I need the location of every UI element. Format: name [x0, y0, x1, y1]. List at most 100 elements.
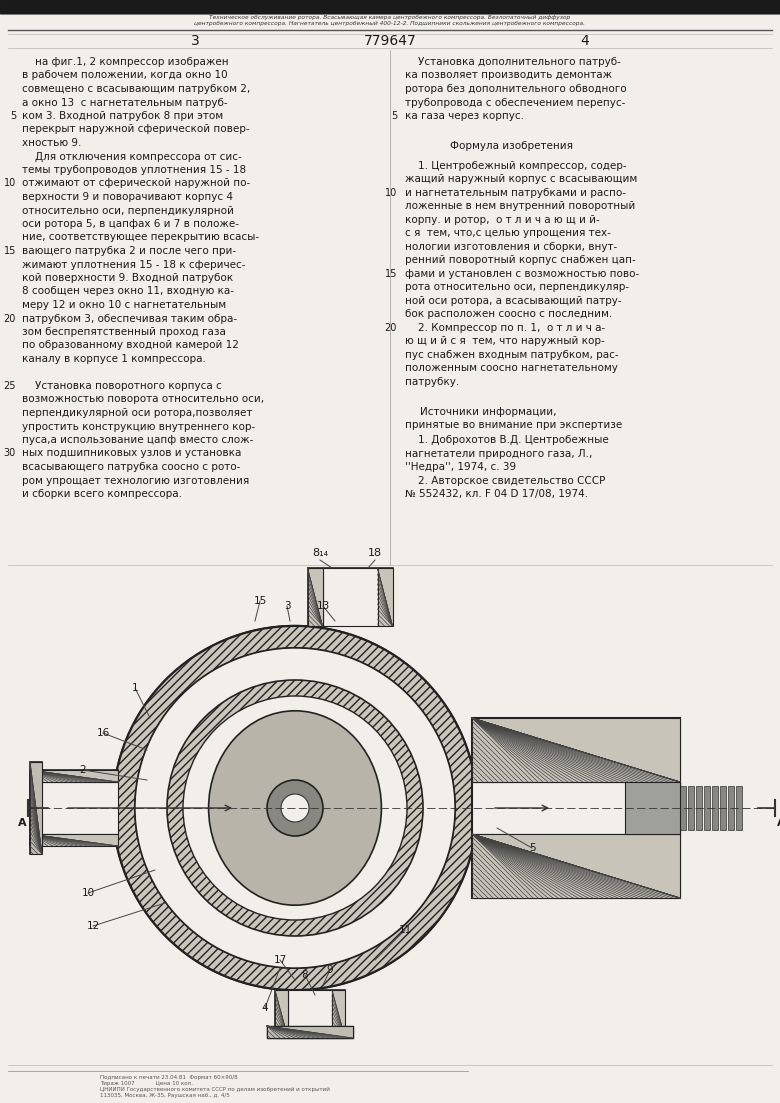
Text: ротора без дополнительного обводного: ротора без дополнительного обводного — [405, 84, 626, 94]
Text: 2: 2 — [80, 765, 87, 775]
Text: 20: 20 — [4, 313, 16, 323]
Bar — [30, 770, 118, 782]
Bar — [736, 786, 742, 829]
Text: темы трубопроводов уплотнения 15 - 18: темы трубопроводов уплотнения 15 - 18 — [22, 165, 246, 175]
Text: 4: 4 — [580, 34, 590, 49]
Bar — [307, 568, 322, 627]
Text: и нагнетательным патрубками и распо-: и нагнетательным патрубками и распо- — [405, 188, 626, 197]
Text: 5: 5 — [391, 111, 397, 121]
Bar — [288, 990, 332, 1038]
Text: зом беспрепятственный проход газа: зом беспрепятственный проход газа — [22, 326, 226, 338]
Bar — [625, 782, 680, 834]
Text: ренний поворотный корпус снабжен цап-: ренний поворотный корпус снабжен цап- — [405, 256, 636, 266]
Text: рота относительно оси, перпендикуляр-: рота относительно оси, перпендикуляр- — [405, 282, 629, 292]
Text: оси ротора 5, в цапфах 6 и 7 в положе-: оси ротора 5, в цапфах 6 и 7 в положе- — [22, 219, 239, 229]
Text: 8₁₄: 8₁₄ — [312, 548, 328, 558]
Bar — [275, 990, 288, 1038]
Text: упростить конструкцию внутреннего кор-: упростить конструкцию внутреннего кор- — [22, 421, 255, 431]
Bar — [30, 782, 118, 834]
Text: 8: 8 — [302, 970, 308, 979]
Bar — [680, 786, 686, 829]
Text: возможностью поворота относительно оси,: возможностью поворота относительно оси, — [22, 395, 264, 405]
Text: на фиг.1, 2 компрессор изображен: на фиг.1, 2 компрессор изображен — [22, 57, 229, 67]
Text: 10: 10 — [385, 188, 397, 197]
Text: 20: 20 — [385, 323, 397, 333]
Text: 15: 15 — [254, 596, 267, 606]
Text: нологии изготовления и сборки, внут-: нологии изготовления и сборки, внут- — [405, 242, 617, 251]
Text: пус снабжен входным патрубком, рас-: пус снабжен входным патрубком, рас- — [405, 350, 619, 360]
Bar — [472, 834, 680, 898]
Text: 18: 18 — [368, 548, 382, 558]
Text: центробежного компрессора. Нагнетатель центробежный 400-12-2. Подшипники скольже: центробежного компрессора. Нагнетатель ц… — [194, 21, 586, 26]
Text: 2. Авторское свидетельство СССР: 2. Авторское свидетельство СССР — [405, 475, 605, 485]
Text: кой поверхности 9. Входной патрубок: кой поверхности 9. Входной патрубок — [22, 274, 233, 283]
Bar — [30, 762, 42, 854]
Text: 15: 15 — [385, 269, 397, 279]
Bar — [30, 770, 118, 846]
Text: ЦНИИПИ Государственного комитета СССР по делам изобретений и открытий: ЦНИИПИ Государственного комитета СССР по… — [100, 1086, 330, 1092]
Text: Фиг.1: Фиг.1 — [307, 1021, 344, 1035]
Text: корпу. и ротор,  о т л и ч а ю щ и й-: корпу. и ротор, о т л и ч а ю щ и й- — [405, 215, 600, 225]
Circle shape — [183, 696, 407, 920]
Text: вающего патрубка 2 и после чего при-: вающего патрубка 2 и после чего при- — [22, 246, 236, 256]
Ellipse shape — [208, 710, 381, 906]
Text: патрубком 3, обеспечивая таким обра-: патрубком 3, обеспечивая таким обра- — [22, 313, 237, 323]
Text: 13: 13 — [317, 601, 330, 611]
Text: Источники информации,: Источники информации, — [420, 407, 556, 417]
Text: трубопровода с обеспечением перепус-: трубопровода с обеспечением перепус- — [405, 97, 626, 107]
Text: Для отключения компрессора от сис-: Для отключения компрессора от сис- — [22, 151, 242, 161]
Text: 5: 5 — [529, 843, 535, 853]
Text: Установка поворотного корпуса с: Установка поворотного корпуса с — [22, 381, 222, 390]
Bar — [267, 1026, 353, 1038]
Text: ложенные в нем внутренний поворотный: ложенные в нем внутренний поворотный — [405, 202, 635, 212]
Text: ка газа через корпус.: ка газа через корпус. — [405, 111, 524, 121]
Text: 10: 10 — [4, 179, 16, 189]
Text: 779647: 779647 — [363, 34, 417, 49]
Text: № 552432, кл. F 04 D 17/08, 1974.: № 552432, кл. F 04 D 17/08, 1974. — [405, 489, 588, 499]
Text: ''Недра'', 1974, с. 39: ''Недра'', 1974, с. 39 — [405, 462, 516, 472]
Circle shape — [267, 780, 323, 836]
Text: всасывающего патрубка соосно с рото-: всасывающего патрубка соосно с рото- — [22, 462, 240, 472]
Text: Установка дополнительного патруб-: Установка дополнительного патруб- — [405, 57, 621, 67]
Text: в рабочем положении, когда окно 10: в рабочем положении, когда окно 10 — [22, 71, 228, 81]
Circle shape — [167, 681, 423, 936]
Text: Формула изобретения: Формула изобретения — [450, 141, 573, 151]
Wedge shape — [113, 627, 477, 990]
Text: 3: 3 — [190, 34, 200, 49]
Text: 11: 11 — [399, 925, 412, 935]
Circle shape — [281, 794, 309, 822]
Text: пуса,а использование цапф вместо слож-: пуса,а использование цапф вместо слож- — [22, 435, 254, 445]
Text: 9: 9 — [327, 965, 333, 975]
Text: меру 12 и окно 10 с нагнетательным: меру 12 и окно 10 с нагнетательным — [22, 300, 226, 310]
Text: 17: 17 — [273, 955, 286, 965]
Text: а окно 13  с нагнетательным патруб-: а окно 13 с нагнетательным патруб- — [22, 97, 228, 107]
Text: относительно оси, перпендикулярной: относительно оси, перпендикулярной — [22, 205, 234, 215]
Text: перекрыт наружной сферической повер-: перекрыт наружной сферической повер- — [22, 125, 250, 135]
Bar — [322, 568, 378, 627]
Text: фами и установлен с возможностью пово-: фами и установлен с возможностью пово- — [405, 269, 640, 279]
Bar — [332, 990, 345, 1038]
Bar — [712, 786, 718, 829]
Text: совмещено с всасывающим патрубком 2,: совмещено с всасывающим патрубком 2, — [22, 84, 250, 94]
Text: 8 сообщен через окно 11, входную ка-: 8 сообщен через окно 11, входную ка- — [22, 287, 234, 297]
Text: Техническое обслуживание ротора. Всасывающая камера центробежного компрессора. Б: Техническое обслуживание ротора. Всасыва… — [209, 15, 571, 21]
Bar — [30, 762, 42, 854]
Text: ю щ и й с я  тем, что наружный кор-: ю щ и й с я тем, что наружный кор- — [405, 336, 604, 346]
Text: 25: 25 — [3, 381, 16, 390]
Text: отжимают от сферической наружной по-: отжимают от сферической наружной по- — [22, 179, 250, 189]
Bar — [0, 0, 780, 13]
Text: ка позволяет производить демонтаж: ка позволяет производить демонтаж — [405, 71, 612, 81]
Text: жащий наружный корпус с всасывающим: жащий наружный корпус с всасывающим — [405, 174, 637, 184]
Text: жимают уплотнения 15 - 18 к сферичес-: жимают уплотнения 15 - 18 к сферичес- — [22, 259, 246, 269]
Text: положенным соосно нагнетательному: положенным соосно нагнетательному — [405, 364, 618, 374]
Text: 5: 5 — [9, 111, 16, 121]
Text: 3: 3 — [284, 601, 290, 611]
Text: ной оси ротора, а всасывающий патру-: ной оси ротора, а всасывающий патру- — [405, 296, 622, 306]
Text: 10: 10 — [81, 888, 94, 898]
Text: перпендикулярной оси ротора,позволяет: перпендикулярной оси ротора,позволяет — [22, 408, 253, 418]
Text: патрубку.: патрубку. — [405, 377, 459, 387]
Circle shape — [135, 647, 455, 968]
Text: по образованному входной камерой 12: по образованному входной камерой 12 — [22, 341, 239, 351]
Bar — [472, 782, 680, 834]
Text: 16: 16 — [97, 728, 110, 738]
